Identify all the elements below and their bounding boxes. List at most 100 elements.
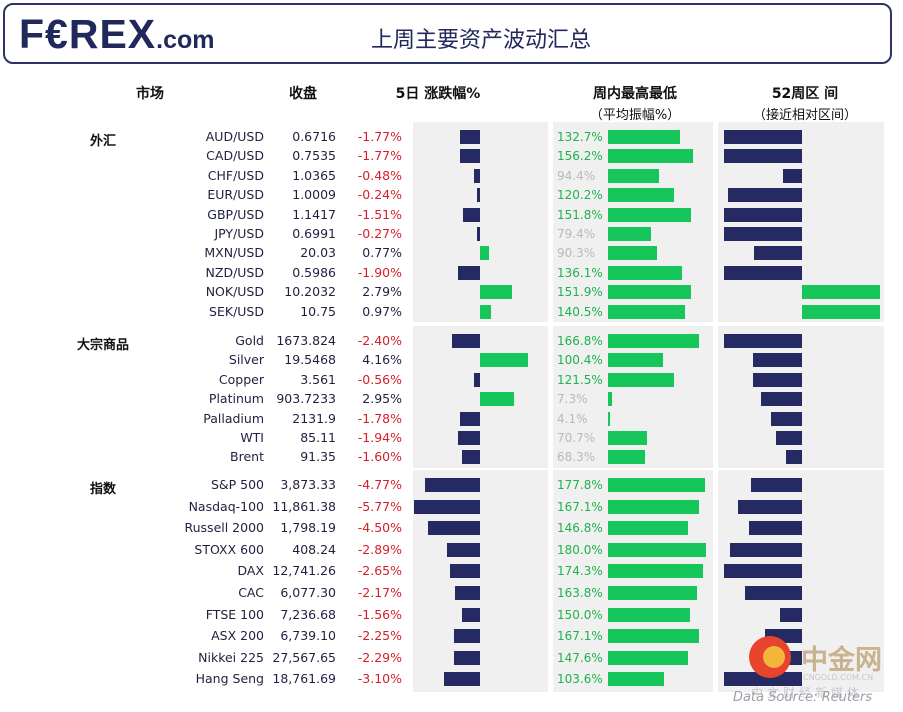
range-52w-bar (748, 521, 802, 536)
change-bar (457, 431, 480, 445)
asset-change: -1.51% (357, 206, 402, 222)
amplitude-label: 100.4% (557, 353, 603, 368)
amplitude-label: 174.3% (557, 564, 603, 579)
amplitude-bar (608, 672, 665, 687)
amplitude-label: 68.3% (557, 450, 596, 465)
asset-change: -0.24% (357, 187, 402, 203)
asset-close: 3.561 (300, 371, 336, 387)
asset-change: -0.27% (357, 226, 402, 241)
asset-close: 3,873.33 (280, 477, 336, 492)
amplitude-bar (608, 265, 683, 280)
asset-close: 0.7535 (292, 148, 336, 164)
col-header-weekly: 周内最高最低 (593, 86, 677, 102)
range-52w-bar (753, 246, 802, 261)
asset-close: 11,861.38 (272, 498, 336, 514)
asset-name: MXN/USD (204, 245, 264, 261)
amplitude-label: 167.1% (557, 499, 603, 514)
header-banner: F€REX.com 上周主要资产波动汇总 (3, 3, 892, 64)
range-52w-bar (776, 431, 802, 445)
asset-close: 408.24 (292, 541, 336, 557)
change-bar (446, 542, 480, 557)
change-bar (449, 564, 480, 579)
range-52w-bar (752, 372, 802, 387)
amplitude-bar (608, 334, 699, 348)
asset-name: NOK/USD (205, 284, 264, 300)
asset-close: 1.0365 (292, 167, 336, 183)
asset-close: 1.1417 (292, 206, 336, 222)
asset-name: JPY/USD (214, 226, 264, 241)
amplitude-bar (608, 564, 703, 579)
change-bar (477, 188, 480, 203)
col-subheader-52w: （接近相对区间） (752, 108, 857, 123)
amplitude-bar (608, 521, 688, 536)
range-52w-bar (752, 353, 802, 368)
amplitude-bar (608, 304, 685, 319)
asset-change: -1.78% (357, 410, 402, 426)
col-header-change: 5日 涨跌幅% (395, 86, 481, 102)
amplitude-label: 79.4% (557, 227, 596, 241)
range-52w-bar (770, 411, 802, 426)
asset-name: Silver (228, 352, 264, 368)
asset-close: 10.2032 (284, 284, 336, 300)
change-bar (458, 265, 480, 280)
change-bar (455, 586, 480, 600)
range-52w-bar (724, 265, 802, 280)
amplitude-label: 166.8% (557, 334, 603, 348)
asset-change: 4.16% (362, 352, 402, 368)
asset-close: 27,567.65 (272, 649, 336, 665)
amplitude-bar (608, 246, 658, 261)
range-52w-bar (745, 586, 802, 600)
amplitude-bar (608, 130, 681, 144)
asset-change: -1.77% (357, 129, 402, 144)
amplitude-label: 151.8% (557, 207, 603, 222)
asset-close: 1673.824 (276, 333, 336, 348)
asset-change: -2.17% (357, 585, 402, 600)
page-title: 上周主要资产波动汇总 (371, 28, 592, 53)
change-bar (461, 450, 480, 465)
change-bar (480, 353, 528, 368)
amplitude-label: 151.9% (557, 285, 603, 300)
amplitude-bar (608, 227, 652, 241)
asset-change: -3.10% (357, 671, 402, 687)
asset-close: 19.5468 (284, 352, 336, 368)
asset-close: 0.6716 (292, 129, 336, 144)
range-52w-bar (802, 304, 880, 319)
amplitude-label: 4.1% (557, 411, 588, 426)
group-label: 指数 (89, 482, 116, 497)
asset-name: Nasdaq-100 (188, 498, 264, 514)
asset-name: Palladium (203, 410, 264, 426)
amplitude-bar (608, 411, 611, 426)
asset-close: 903.7233 (276, 391, 336, 407)
asset-change: -1.77% (357, 148, 402, 164)
amplitude-label: 140.5% (557, 304, 603, 319)
asset-name: AUD/USD (205, 129, 264, 144)
asset-change: -1.60% (357, 449, 402, 465)
asset-change: -1.94% (357, 430, 402, 445)
change-bar (480, 304, 492, 319)
asset-name: Brent (230, 449, 264, 465)
amplitude-bar (608, 353, 663, 368)
asset-close: 7,236.68 (280, 606, 336, 622)
asset-name: STOXX 600 (194, 541, 264, 557)
amplitude-bar (608, 207, 691, 222)
logo-domain: .com (156, 26, 215, 54)
asset-change: 0.77% (362, 245, 402, 261)
range-52w-bar (724, 227, 802, 241)
asset-name: GBP/USD (207, 206, 264, 222)
asset-name: Platinum (208, 391, 264, 407)
amplitude-bar (608, 450, 646, 465)
change-bar (444, 672, 480, 687)
amplitude-label: 70.7% (557, 431, 596, 445)
asset-name: Copper (218, 371, 264, 387)
change-bar (425, 478, 480, 492)
col-header-close: 收盘 (289, 86, 317, 102)
change-bar (452, 334, 480, 348)
range-52w-bar (761, 392, 802, 407)
col-subheader-weekly: （平均振幅%） (589, 108, 681, 123)
asset-close: 12,741.26 (272, 563, 336, 579)
asset-change: -2.25% (357, 628, 402, 644)
change-bar (459, 149, 480, 164)
asset-close: 91.35 (300, 449, 336, 465)
change-bar (474, 168, 480, 183)
watermark-brand: 中金网 (801, 645, 882, 676)
